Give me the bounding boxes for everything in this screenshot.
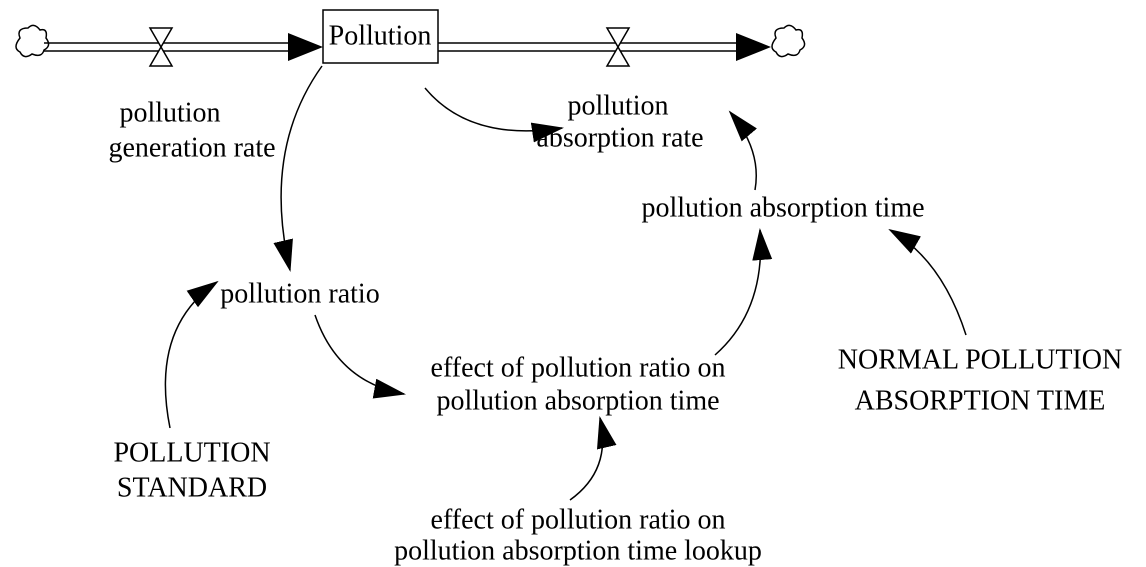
causal-link: [424, 87, 564, 143]
sink-cloud: [771, 24, 806, 58]
variable-label: ABSORPTION TIME: [855, 385, 1106, 416]
variable-label: pollution absorption time lookup: [394, 535, 762, 566]
variable-label: NORMAL POLLUTION: [838, 344, 1122, 375]
variable-label: POLLUTION: [113, 437, 270, 468]
source-cloud: [15, 24, 50, 58]
causal-link: [714, 228, 773, 356]
variable-label: pollution absorption time: [641, 192, 924, 223]
flow-label: pollution: [567, 90, 668, 121]
causal-link: [273, 65, 323, 272]
valve: [148, 27, 174, 67]
flow-label: pollution: [119, 97, 220, 128]
variable-label: effect of pollution ratio on: [431, 352, 726, 383]
valve: [605, 27, 631, 67]
causal-link: [728, 110, 757, 191]
variable-label: effect of pollution ratio on: [431, 504, 726, 535]
flow-label: generation rate: [108, 132, 275, 163]
variable-label: STANDARD: [117, 472, 267, 503]
causal-link: [888, 228, 967, 336]
causal-link: [569, 416, 617, 501]
stock-box: [322, 9, 439, 64]
pipe-arrowhead: [736, 33, 771, 61]
variable-label: pollution absorption time: [436, 385, 719, 416]
flow-label: absorption rate: [536, 122, 703, 153]
variable-label: pollution ratio: [220, 278, 379, 309]
causal-link: [314, 314, 406, 399]
pipe-arrowhead: [288, 33, 323, 61]
stock-label: Pollution: [329, 20, 432, 51]
causal-link: [164, 280, 219, 429]
